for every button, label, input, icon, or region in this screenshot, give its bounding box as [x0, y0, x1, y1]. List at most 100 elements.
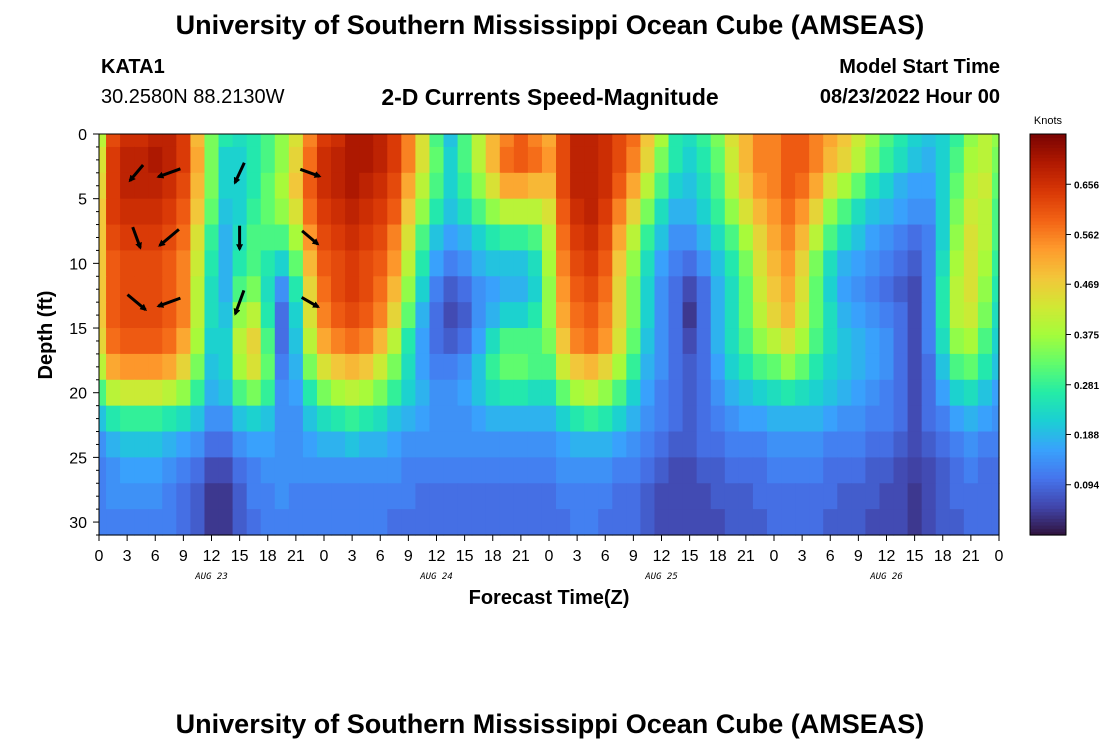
heatmap-cell — [373, 198, 388, 226]
colorbar-segment — [1030, 528, 1066, 533]
heatmap-cell — [513, 379, 529, 407]
heatmap-cell — [570, 431, 585, 458]
heatmap-cell — [288, 405, 304, 433]
heatmap-cell — [991, 134, 1000, 148]
heatmap-cell — [640, 483, 656, 510]
heatmap-cell — [809, 198, 824, 226]
heatmap-cell — [331, 198, 346, 226]
heatmap-cell — [752, 457, 768, 484]
heatmap-cell — [991, 250, 1000, 277]
heatmap-cell — [274, 328, 290, 355]
heatmap-cell — [316, 302, 332, 329]
heatmap-cell — [907, 431, 923, 458]
heatmap-cell — [570, 172, 585, 200]
heatmap-cell — [724, 328, 740, 355]
colorbar-segment — [1030, 357, 1066, 362]
heatmap-cell — [668, 276, 684, 303]
heatmap-cell — [162, 379, 177, 407]
colorbar-segment — [1030, 304, 1066, 309]
heatmap-cell — [640, 224, 656, 252]
heatmap-cell — [977, 509, 993, 536]
heatmap-cell — [106, 379, 121, 407]
heatmap-cell — [120, 431, 135, 458]
heatmap-cell — [795, 276, 810, 303]
heatmap-cell — [302, 353, 318, 381]
colorbar-tick-label: 0.562 — [1074, 231, 1099, 242]
heatmap-cell — [654, 379, 670, 407]
heatmap-cell — [316, 146, 332, 174]
heatmap-cell — [457, 457, 473, 484]
heatmap-cell — [99, 483, 107, 510]
heatmap-cell — [106, 328, 121, 355]
colorbar-segment — [1030, 177, 1066, 182]
heatmap-cell — [359, 457, 374, 484]
heatmap-cell — [752, 172, 768, 200]
heatmap-cell — [598, 172, 613, 200]
heatmap-cell — [260, 198, 276, 226]
heatmap-cell — [204, 146, 220, 174]
heatmap-cell — [513, 457, 529, 484]
heatmap-cell — [316, 431, 332, 458]
heatmap-cell — [401, 302, 416, 329]
heatmap-cell — [668, 457, 684, 484]
colorbar-segment — [1030, 217, 1066, 222]
colorbar-segment — [1030, 448, 1066, 453]
heatmap-cell — [865, 134, 881, 148]
heatmap-cell — [274, 134, 290, 148]
heatmap-cell — [949, 431, 965, 458]
heatmap-cell — [176, 172, 191, 200]
heatmap-cell — [99, 457, 107, 484]
heatmap-cell — [682, 353, 698, 381]
station-id: KATA1 — [101, 56, 165, 78]
heatmap-cell — [963, 276, 979, 303]
heatmap-cell — [471, 328, 487, 355]
heatmap-cell — [556, 250, 571, 277]
heatmap-cell — [809, 457, 824, 484]
heatmap-cell — [415, 276, 431, 303]
heatmap-cell — [879, 379, 895, 407]
heatmap-cell — [134, 379, 149, 407]
heatmap-cell — [907, 224, 923, 252]
colorbar-tick-label: 0.281 — [1074, 381, 1099, 392]
heatmap-cell — [710, 224, 726, 252]
heatmap-cell — [654, 224, 670, 252]
heatmap-cell — [204, 379, 220, 407]
x-tick-label: 12 — [878, 548, 896, 565]
heatmap-cell — [485, 509, 501, 536]
heatmap-cell — [963, 302, 979, 329]
heatmap-cell — [668, 405, 684, 433]
heatmap-cell — [331, 172, 346, 200]
heatmap-cell — [598, 483, 613, 510]
heatmap-cell — [710, 509, 726, 536]
heatmap-cell — [541, 250, 557, 277]
heatmap-cell — [977, 457, 993, 484]
heatmap-cell — [415, 509, 431, 536]
heatmap-cell — [893, 172, 909, 200]
colorbar-segment — [1030, 381, 1066, 386]
heatmap-cell — [345, 134, 360, 148]
heatmap-cell — [921, 146, 937, 174]
heatmap-cell — [865, 198, 881, 226]
heatmap-cell — [837, 198, 852, 226]
heatmap-cell — [373, 379, 388, 407]
heatmap-cell — [190, 276, 206, 303]
heatmap-cell — [232, 134, 248, 148]
heatmap-cell — [724, 302, 740, 329]
colorbar-tick-label: 0.656 — [1074, 180, 1099, 191]
colorbar-tick-label: 0.094 — [1074, 481, 1099, 492]
heatmap-cell — [373, 134, 388, 148]
heatmap-cell — [823, 198, 838, 226]
heatmap-cell — [260, 146, 276, 174]
heatmap-cell — [598, 379, 613, 407]
heatmap-cell — [598, 405, 613, 433]
heatmap-cell — [682, 250, 698, 277]
heatmap-cell — [598, 198, 613, 226]
x-tick-label: 3 — [123, 548, 132, 565]
heatmap-cell — [485, 302, 501, 329]
heatmap-cell — [513, 328, 529, 355]
heatmap-cell — [513, 509, 529, 536]
heatmap-cell — [302, 457, 318, 484]
x-tick-label: 9 — [854, 548, 863, 565]
colorbar-segment — [1030, 371, 1066, 376]
heatmap-cell — [823, 302, 838, 329]
